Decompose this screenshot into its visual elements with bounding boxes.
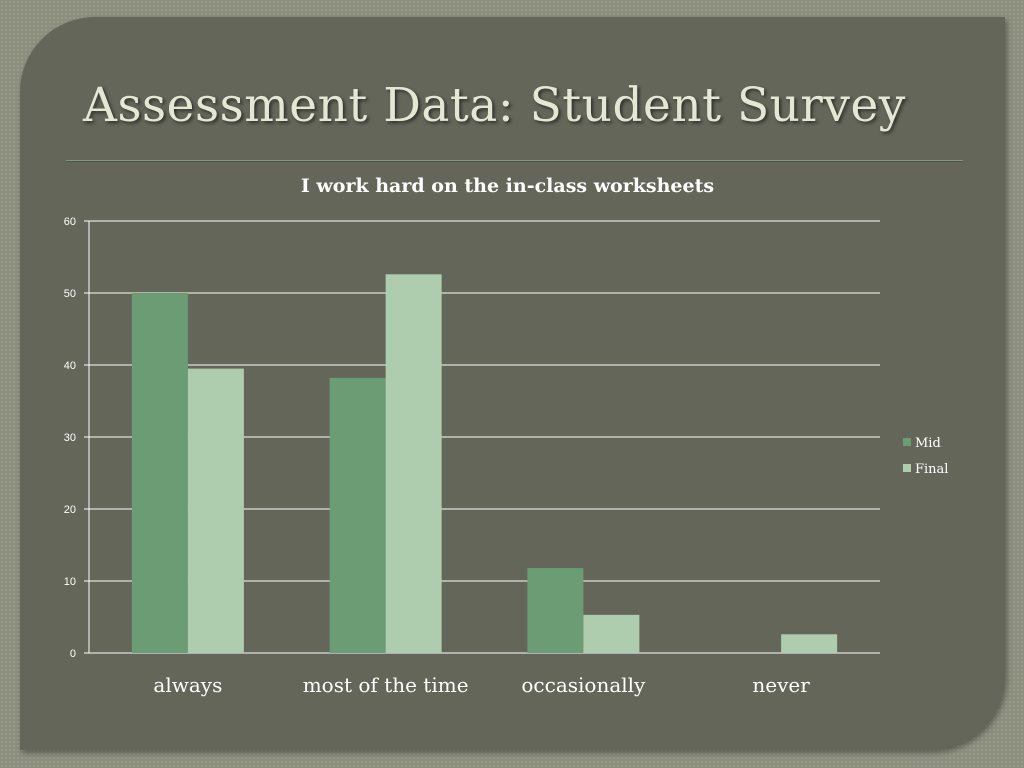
bar-final [781,634,838,653]
x-tick-label: occasionally [521,673,646,697]
y-tick-label: 10 [64,576,76,588]
bar-mid [329,377,386,653]
legend-swatch-final [903,464,911,472]
y-tick-label: 50 [64,288,76,300]
bar-mid [131,293,188,653]
title-divider [66,160,963,162]
legend-swatch-mid [903,438,911,446]
x-tick-label: most of the time [303,673,469,697]
y-tick-label: 40 [64,360,76,372]
y-tick-label: 0 [70,648,76,660]
bar-final [583,614,640,653]
bar-mid [527,568,584,653]
chart-title: I work hard on the in-class worksheets [300,175,715,197]
x-tick-label: always [153,673,222,697]
slide-title: Assessment Data: Student Survey [83,78,906,133]
y-tick-label: 60 [64,216,76,228]
bar-final [187,368,244,653]
y-tick-label: 30 [64,432,76,444]
legend-label-mid: Mid [915,436,941,451]
x-tick-label: never [752,673,810,697]
y-tick-label: 20 [64,504,76,516]
bar-final [385,274,442,653]
legend-label-final: Final [915,462,948,477]
